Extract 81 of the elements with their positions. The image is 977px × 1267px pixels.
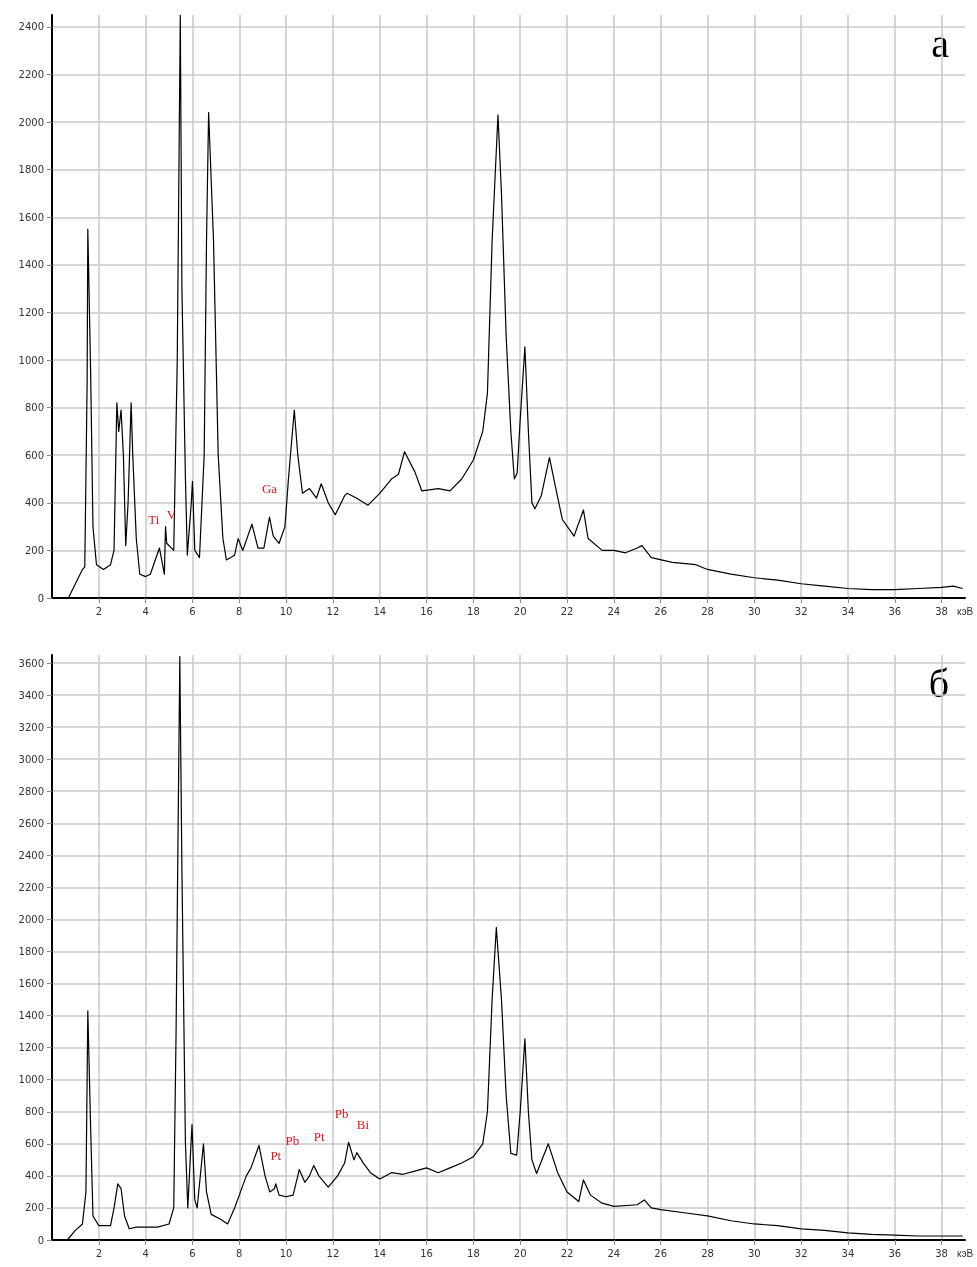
x-tick-label: 12 bbox=[326, 605, 340, 617]
x-tick-label: 14 bbox=[373, 605, 387, 617]
y-tick-label: 1200 bbox=[18, 306, 44, 318]
x-tick-label: 18 bbox=[467, 605, 480, 617]
x-tick-label: 14 bbox=[373, 1247, 387, 1259]
x-tick-label: 20 bbox=[513, 1247, 527, 1259]
y-tick-label: 800 bbox=[24, 402, 44, 414]
x-tick-label: 10 bbox=[279, 1247, 293, 1259]
y-tick-label: 200 bbox=[24, 1202, 44, 1214]
x-tick-label: 36 bbox=[888, 1247, 902, 1259]
x-axis-title: кэВ bbox=[957, 605, 974, 617]
x-tick-label: 32 bbox=[794, 605, 808, 617]
y-tick-label: 1800 bbox=[18, 946, 44, 958]
y-tick-label: 1600 bbox=[18, 978, 44, 990]
x-tick-label: 28 bbox=[701, 1247, 714, 1259]
y-tick-label: 3600 bbox=[18, 657, 44, 669]
y-tick-label: 2400 bbox=[18, 21, 44, 33]
x-tick-label: 22 bbox=[560, 1247, 574, 1259]
y-tick-label: 3400 bbox=[18, 689, 44, 701]
x-tick-label: 8 bbox=[236, 1247, 243, 1259]
y-tick-label: 1200 bbox=[18, 1042, 44, 1054]
annotation: Pb bbox=[285, 1133, 300, 1149]
x-tick-label: 6 bbox=[189, 1247, 196, 1259]
x-tick-label: 18 bbox=[467, 1247, 480, 1259]
y-tick-label: 1000 bbox=[18, 354, 44, 366]
y-tick-label: 1400 bbox=[18, 1010, 44, 1022]
y-tick-label: 3000 bbox=[18, 753, 44, 765]
annotation: б bbox=[928, 660, 950, 706]
annotation: а bbox=[931, 20, 950, 66]
x-tick-label: 32 bbox=[794, 1247, 808, 1259]
y-tick-label: 1000 bbox=[18, 1074, 44, 1086]
y-tick-label: 600 bbox=[24, 1138, 44, 1150]
y-tick-label: 2200 bbox=[18, 68, 44, 80]
y-tick-label: 600 bbox=[24, 449, 44, 461]
x-tick-label: 30 bbox=[747, 1247, 761, 1259]
x-tick-label: 10 bbox=[279, 605, 293, 617]
x-tick-label: 24 bbox=[607, 605, 621, 617]
y-tick-label: 0 bbox=[37, 1234, 44, 1246]
x-tick-label: 26 bbox=[654, 605, 668, 617]
annotation: Ti bbox=[148, 512, 160, 528]
x-tick-label: 16 bbox=[420, 605, 433, 617]
y-tick-label: 2400 bbox=[18, 849, 44, 861]
x-tick-label: 4 bbox=[142, 605, 149, 617]
annotation: Pt bbox=[313, 1129, 325, 1145]
x-tick-label: 12 bbox=[326, 1247, 340, 1259]
x-tick-label: 26 bbox=[654, 1247, 668, 1259]
x-tick-label: 16 bbox=[420, 1247, 433, 1259]
x-tick-label: 36 bbox=[888, 605, 902, 617]
annotation: Pb bbox=[334, 1106, 349, 1122]
x-tick-label: 2 bbox=[95, 605, 103, 617]
y-tick-label: 800 bbox=[24, 1106, 44, 1118]
x-tick-label: 20 bbox=[513, 605, 527, 617]
x-axis-title: кэВ bbox=[957, 1247, 974, 1259]
y-tick-label: 1400 bbox=[18, 259, 44, 271]
annotation: Bi bbox=[356, 1116, 370, 1132]
y-tick-label: 400 bbox=[24, 1170, 44, 1182]
x-tick-label: 22 bbox=[560, 605, 574, 617]
x-tick-label: 34 bbox=[841, 1247, 855, 1259]
y-tick-label: 1800 bbox=[18, 164, 44, 176]
y-tick-label: 400 bbox=[24, 497, 44, 509]
y-tick-label: 2800 bbox=[18, 785, 44, 797]
x-tick-label: 24 bbox=[607, 1247, 621, 1259]
y-tick-label: 2200 bbox=[18, 881, 44, 893]
x-tick-label: 34 bbox=[841, 605, 855, 617]
annotation: Pt bbox=[270, 1147, 282, 1163]
x-tick-label: 6 bbox=[189, 605, 196, 617]
y-tick-label: 3200 bbox=[18, 721, 44, 733]
y-tick-label: 2600 bbox=[18, 817, 44, 829]
x-tick-label: 28 bbox=[701, 605, 714, 617]
x-tick-label: 30 bbox=[747, 605, 761, 617]
y-tick-label: 200 bbox=[24, 544, 44, 556]
y-tick-label: 2000 bbox=[18, 913, 44, 925]
x-tick-label: 8 bbox=[236, 605, 243, 617]
y-tick-label: 1600 bbox=[18, 211, 44, 223]
x-tick-label: 2 bbox=[95, 1247, 103, 1259]
x-tick-label: 38 bbox=[935, 605, 948, 617]
y-tick-label: 2000 bbox=[18, 116, 44, 128]
annotation: Ga bbox=[261, 481, 278, 497]
x-tick-label: 4 bbox=[142, 1247, 149, 1259]
x-tick-label: 38 bbox=[935, 1247, 948, 1259]
y-tick-label: 0 bbox=[37, 592, 44, 604]
